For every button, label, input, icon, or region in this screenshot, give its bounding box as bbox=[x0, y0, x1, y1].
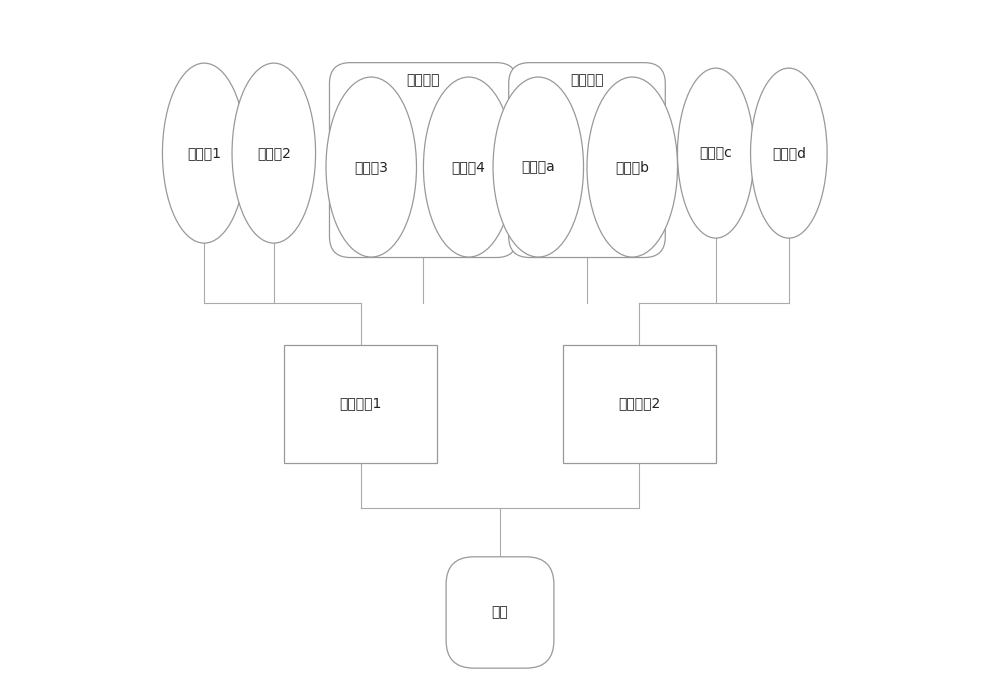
Ellipse shape bbox=[587, 77, 677, 257]
Text: 系统: 系统 bbox=[492, 606, 508, 619]
Ellipse shape bbox=[326, 77, 416, 257]
Text: 虚拟集群: 虚拟集群 bbox=[570, 73, 604, 87]
Text: 虚拟机c: 虚拟机c bbox=[699, 146, 732, 160]
Text: 虚拟机2: 虚拟机2 bbox=[257, 146, 291, 160]
Text: 虚拟集群: 虚拟集群 bbox=[407, 73, 440, 87]
Text: 虚拟机d: 虚拟机d bbox=[772, 146, 806, 160]
Bar bbox=[563, 345, 716, 463]
Text: 虚拟机a: 虚拟机a bbox=[521, 160, 555, 174]
Ellipse shape bbox=[493, 77, 584, 257]
Text: 虚拟机3: 虚拟机3 bbox=[354, 160, 388, 174]
Ellipse shape bbox=[751, 68, 827, 238]
FancyBboxPatch shape bbox=[329, 63, 517, 258]
Text: 虚拟机1: 虚拟机1 bbox=[187, 146, 221, 160]
Ellipse shape bbox=[677, 68, 754, 238]
Text: 物理集群2: 物理集群2 bbox=[618, 397, 660, 411]
FancyBboxPatch shape bbox=[509, 63, 665, 258]
Bar bbox=[284, 345, 437, 463]
Text: 虚拟机b: 虚拟机b bbox=[615, 160, 649, 174]
Ellipse shape bbox=[162, 63, 246, 243]
Ellipse shape bbox=[423, 77, 514, 257]
Text: 虚拟机4: 虚拟机4 bbox=[452, 160, 486, 174]
Ellipse shape bbox=[232, 63, 316, 243]
Text: 物理集群1: 物理集群1 bbox=[340, 397, 382, 411]
FancyBboxPatch shape bbox=[446, 557, 554, 668]
